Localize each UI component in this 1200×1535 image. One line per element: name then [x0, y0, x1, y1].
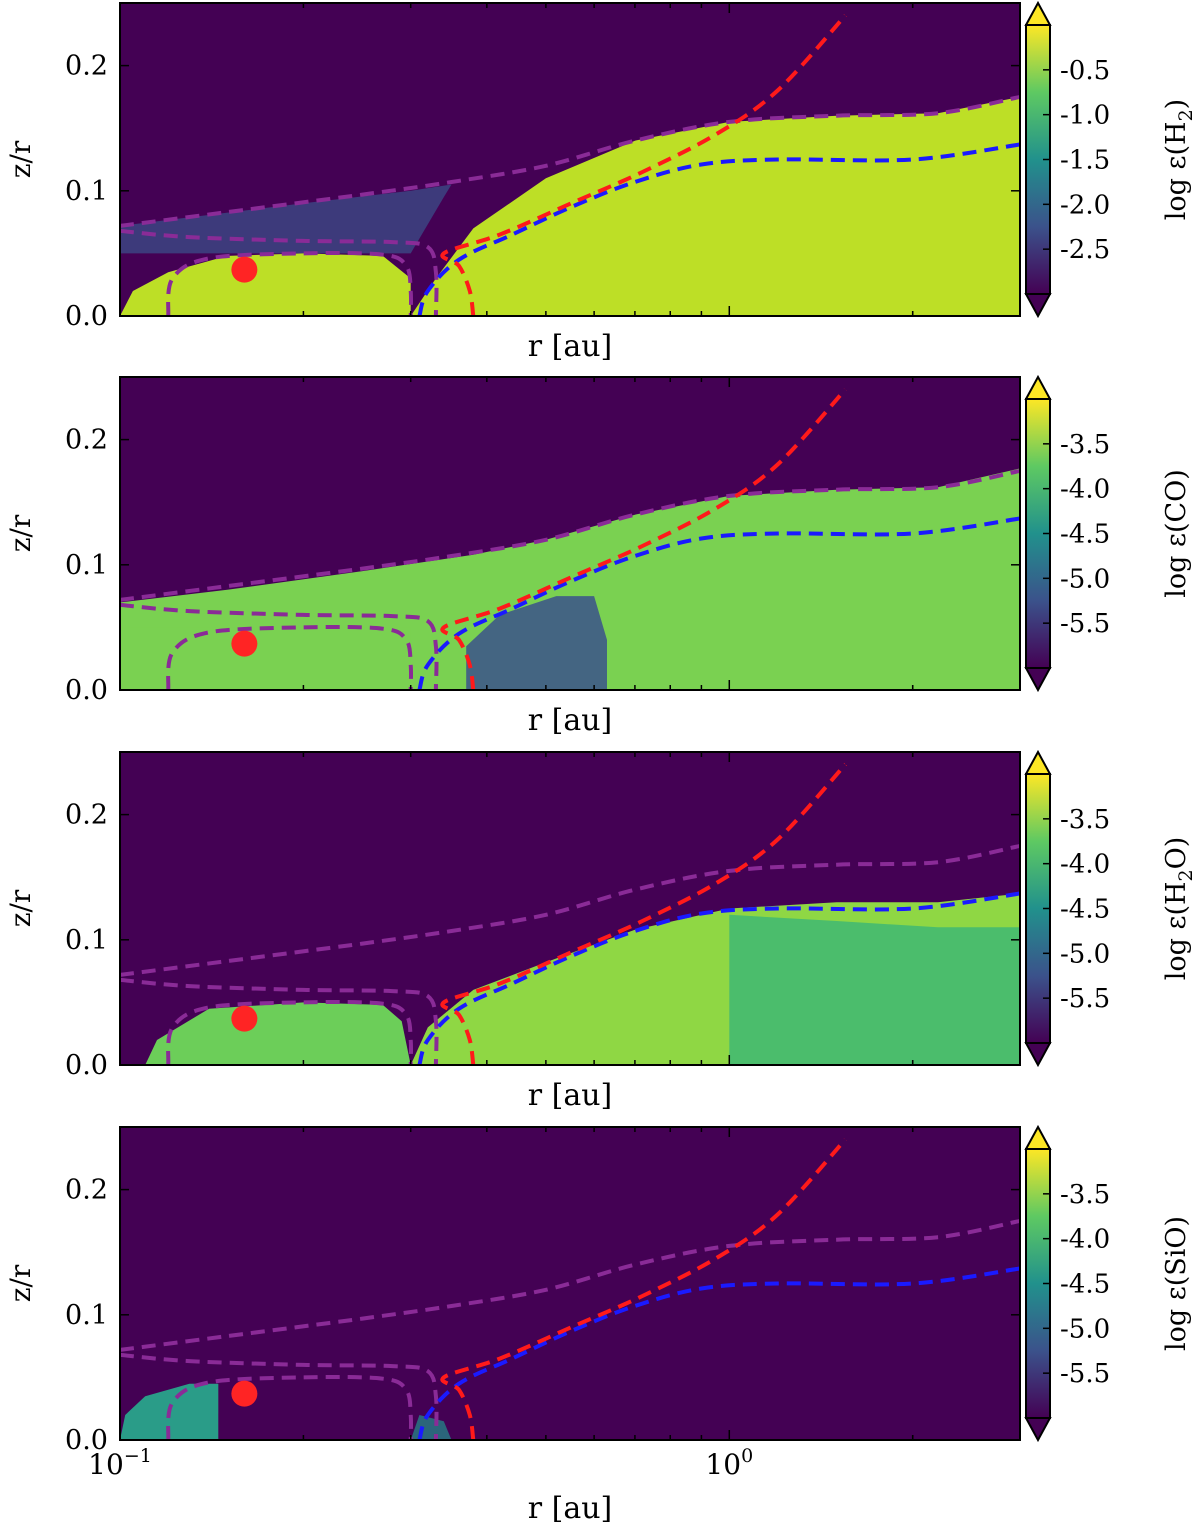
colorbar-extend-bottom	[1024, 1042, 1052, 1068]
colorbar-tick-label: -5.0	[1060, 1314, 1110, 1344]
red-contour	[440, 1138, 847, 1441]
colorbar-tick-label: -4.0	[1060, 1225, 1110, 1255]
abundance-region	[466, 596, 607, 690]
colorbar-extend-bottom	[1024, 667, 1052, 693]
purple-contour-loop-outer	[119, 977, 439, 1066]
colorbar-tick-label: -4.0	[1060, 475, 1110, 505]
x-tick-label: 10−1	[88, 1445, 152, 1481]
x-axis-label: r [au]	[528, 329, 613, 364]
colorbar-tick-label: -4.0	[1060, 850, 1110, 880]
colorbar-extend-top	[1024, 1124, 1052, 1150]
colorbar-tick-label: -0.5	[1060, 56, 1110, 86]
colorbar-tick-label: -4.5	[1060, 1270, 1110, 1300]
x-axis-label: r [au]	[528, 1078, 613, 1113]
colorbar-label: log ε(H2)	[1161, 99, 1197, 220]
x-axis-label: r [au]	[528, 1491, 613, 1526]
colorbar-tick-label: -5.5	[1060, 1359, 1110, 1389]
star-marker	[231, 256, 258, 283]
purple-contour-upper	[119, 1218, 1021, 1352]
colorbar-tick-label: -1.0	[1060, 101, 1110, 131]
y-tick-label: 0.0	[65, 1050, 108, 1081]
blue-contour	[417, 1266, 1021, 1441]
colorbar-tick-label: -4.5	[1060, 520, 1110, 550]
x-tick-label: 100	[705, 1445, 753, 1481]
y-axis-label: z/r	[4, 889, 37, 927]
y-tick-label: 0.1	[65, 1300, 108, 1331]
abundance-region	[120, 253, 411, 316]
colorbar-tick-label: -2.0	[1060, 190, 1110, 220]
colorbar-tick-label: -2.5	[1060, 235, 1110, 265]
colorbar-tick-label: -3.5	[1060, 805, 1110, 835]
colorbar-tick-label: -3.5	[1060, 430, 1110, 460]
axes-frame	[119, 2, 1021, 317]
purple-contour-upper	[119, 843, 1021, 977]
red-contour	[440, 763, 847, 1066]
purple-contour-loop-inner	[166, 1375, 414, 1441]
blue-contour	[417, 142, 1021, 317]
purple-contour-loop-outer	[119, 1352, 439, 1441]
abundance-region	[145, 1002, 411, 1065]
x-axis-label: r [au]	[528, 703, 613, 738]
colorbar-label: log ε(SiO)	[1161, 1216, 1192, 1351]
purple-contour-loop-inner	[166, 251, 414, 317]
colorbar-extend-top	[1024, 0, 1052, 26]
abundance-region	[729, 914, 1020, 1065]
purple-contour-loop-outer	[119, 602, 439, 691]
colorbar-tick-label: -4.5	[1060, 895, 1110, 925]
purple-contour-loop-outer	[119, 228, 439, 317]
abundance-region	[120, 184, 452, 254]
panel-co: 0.0 0.1 0.2 r [au] z/r -3.5 -4.0 -4.5 -5.0 -5.5 lo…	[4, 374, 1192, 738]
abundance-region	[120, 627, 411, 690]
panel-h2: 0.0 0.1 0.2 r [au] z/r -0.5 -1.0 -1.5 -2.0 -2.5 lo…	[4, 0, 1197, 364]
blue-contour	[417, 891, 1021, 1066]
purple-contour-upper	[119, 94, 1021, 228]
star-marker	[231, 630, 258, 657]
colorbar-extend-bottom	[1024, 1417, 1052, 1443]
red-contour	[440, 388, 847, 691]
purple-contour-loop-inner	[166, 625, 414, 691]
colorbar-extend-bottom	[1024, 293, 1052, 319]
y-tick-label: 0.2	[65, 51, 108, 82]
panel-sio: 0.0 0.1 0.2 10−1 100 r [au] z/r -3.5 -4.0 -4.5 -5.…	[4, 1124, 1192, 1526]
red-contour	[440, 14, 847, 317]
y-tick-label: 0.2	[65, 425, 108, 456]
colorbar-tick-label: -1.5	[1060, 146, 1110, 176]
y-tick-label: 0.1	[65, 925, 108, 956]
axes-frame	[119, 376, 1021, 691]
colorbar-tick-label: -3.5	[1060, 1180, 1110, 1210]
axes-frame	[119, 751, 1021, 1066]
y-tick-label: 0.2	[65, 1175, 108, 1206]
y-tick-label: 0.2	[65, 800, 108, 831]
star-marker	[231, 1005, 258, 1032]
star-marker	[231, 1380, 258, 1407]
colorbar-tick-label: -5.5	[1060, 984, 1110, 1014]
heatmap-background	[120, 1127, 1020, 1440]
blue-contour	[417, 516, 1021, 691]
purple-contour-loop-inner	[166, 1000, 414, 1066]
y-tick-label: 0.0	[65, 675, 108, 706]
y-axis-label: z/r	[4, 1264, 37, 1302]
y-axis-label: z/r	[4, 514, 37, 552]
purple-contour-upper	[119, 468, 1021, 602]
y-tick-label: 0.0	[65, 301, 108, 332]
colorbar-extend-top	[1024, 749, 1052, 775]
colorbar-tick-label: -5.5	[1060, 609, 1110, 639]
y-tick-label: 0.1	[65, 550, 108, 581]
colorbar-tick-label: -5.0	[1060, 939, 1110, 969]
y-axis-label: z/r	[4, 140, 37, 178]
y-tick-label: 0.1	[65, 176, 108, 207]
colorbar-label: log ε(H2O)	[1161, 837, 1197, 981]
colorbar-tick-label: -5.0	[1060, 564, 1110, 594]
colorbar-label: log ε(CO)	[1161, 469, 1192, 598]
abundance-region	[410, 96, 1020, 317]
colorbar-extend-top	[1024, 374, 1052, 400]
panel-h2o: 0.0 0.1 0.2 r [au] z/r -3.5 -4.0 -4.5 -5.0 -5.5 lo…	[4, 749, 1197, 1113]
axes-frame	[119, 1126, 1021, 1441]
y-tick-label: 0.0	[65, 1425, 108, 1456]
